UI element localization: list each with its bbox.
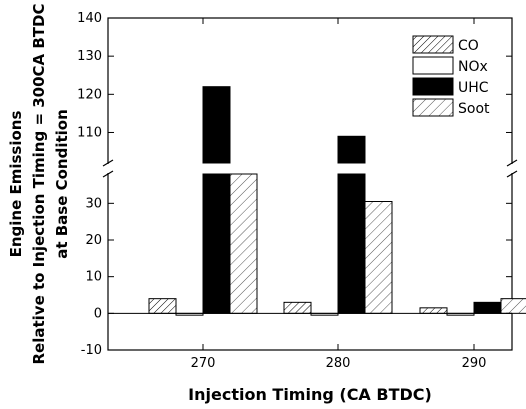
- break-mark-left: [102, 159, 114, 178]
- y-tick-label: 130: [77, 49, 102, 64]
- bar-soot-290: [500, 298, 526, 314]
- y-tick-label: 110: [77, 125, 102, 140]
- y-tick-label: 30: [85, 196, 102, 211]
- legend-label: NOx: [458, 59, 488, 75]
- x-axis-title: Injection Timing (CA BTDC): [188, 385, 432, 404]
- bars: [108, 86, 526, 316]
- legend-label: UHC: [458, 80, 489, 96]
- bar-soot-280: [364, 201, 393, 314]
- x-tick-label: 280: [326, 356, 351, 371]
- legend-item-nox: NOx: [412, 56, 488, 75]
- legend: CO NOx UHC Soot: [412, 35, 490, 117]
- legend-item-soot: Soot: [412, 98, 490, 117]
- y-tick-label: 0: [94, 306, 102, 321]
- bar-co-270: [148, 298, 177, 314]
- y-tick-label: 20: [85, 233, 102, 248]
- x-tick-label: 270: [191, 356, 216, 371]
- legend-swatch: [412, 56, 454, 75]
- axis-break: [102, 159, 518, 178]
- axis-ticks: -10 0 10 20 30 110 120 130 140 270 280 290: [77, 11, 512, 371]
- y-axis-title: Engine Emissions Relative to Injection T…: [7, 3, 71, 364]
- y-axis-title-line-1: Engine Emissions: [7, 111, 25, 258]
- legend-label: Soot: [458, 101, 490, 117]
- x-tick-label: 290: [462, 356, 487, 371]
- break-mark-right: [506, 159, 518, 178]
- y-tick-label: 140: [77, 11, 102, 26]
- legend-item-uhc: UHC: [412, 77, 489, 96]
- legend-swatch: [412, 77, 454, 96]
- y-axis-title-line-3: at Base Condition: [53, 109, 71, 259]
- y-tick-label: -10: [81, 343, 102, 358]
- bar-soot-270: [229, 173, 258, 314]
- legend-swatch: [412, 98, 454, 117]
- bar-co-290: [419, 307, 448, 314]
- bar-uhc-270: [202, 86, 231, 314]
- bar-co-280: [283, 301, 312, 314]
- y-axis-title-line-2: Relative to Injection Timing = 300CA BTD…: [30, 3, 48, 364]
- y-tick-label: 10: [85, 270, 102, 285]
- legend-label: CO: [458, 38, 479, 54]
- legend-swatch: [412, 35, 454, 54]
- legend-item-co: CO: [412, 35, 479, 54]
- bar-uhc-290: [473, 301, 502, 314]
- y-tick-label: 120: [77, 87, 102, 102]
- bar-uhc-280: [337, 135, 366, 314]
